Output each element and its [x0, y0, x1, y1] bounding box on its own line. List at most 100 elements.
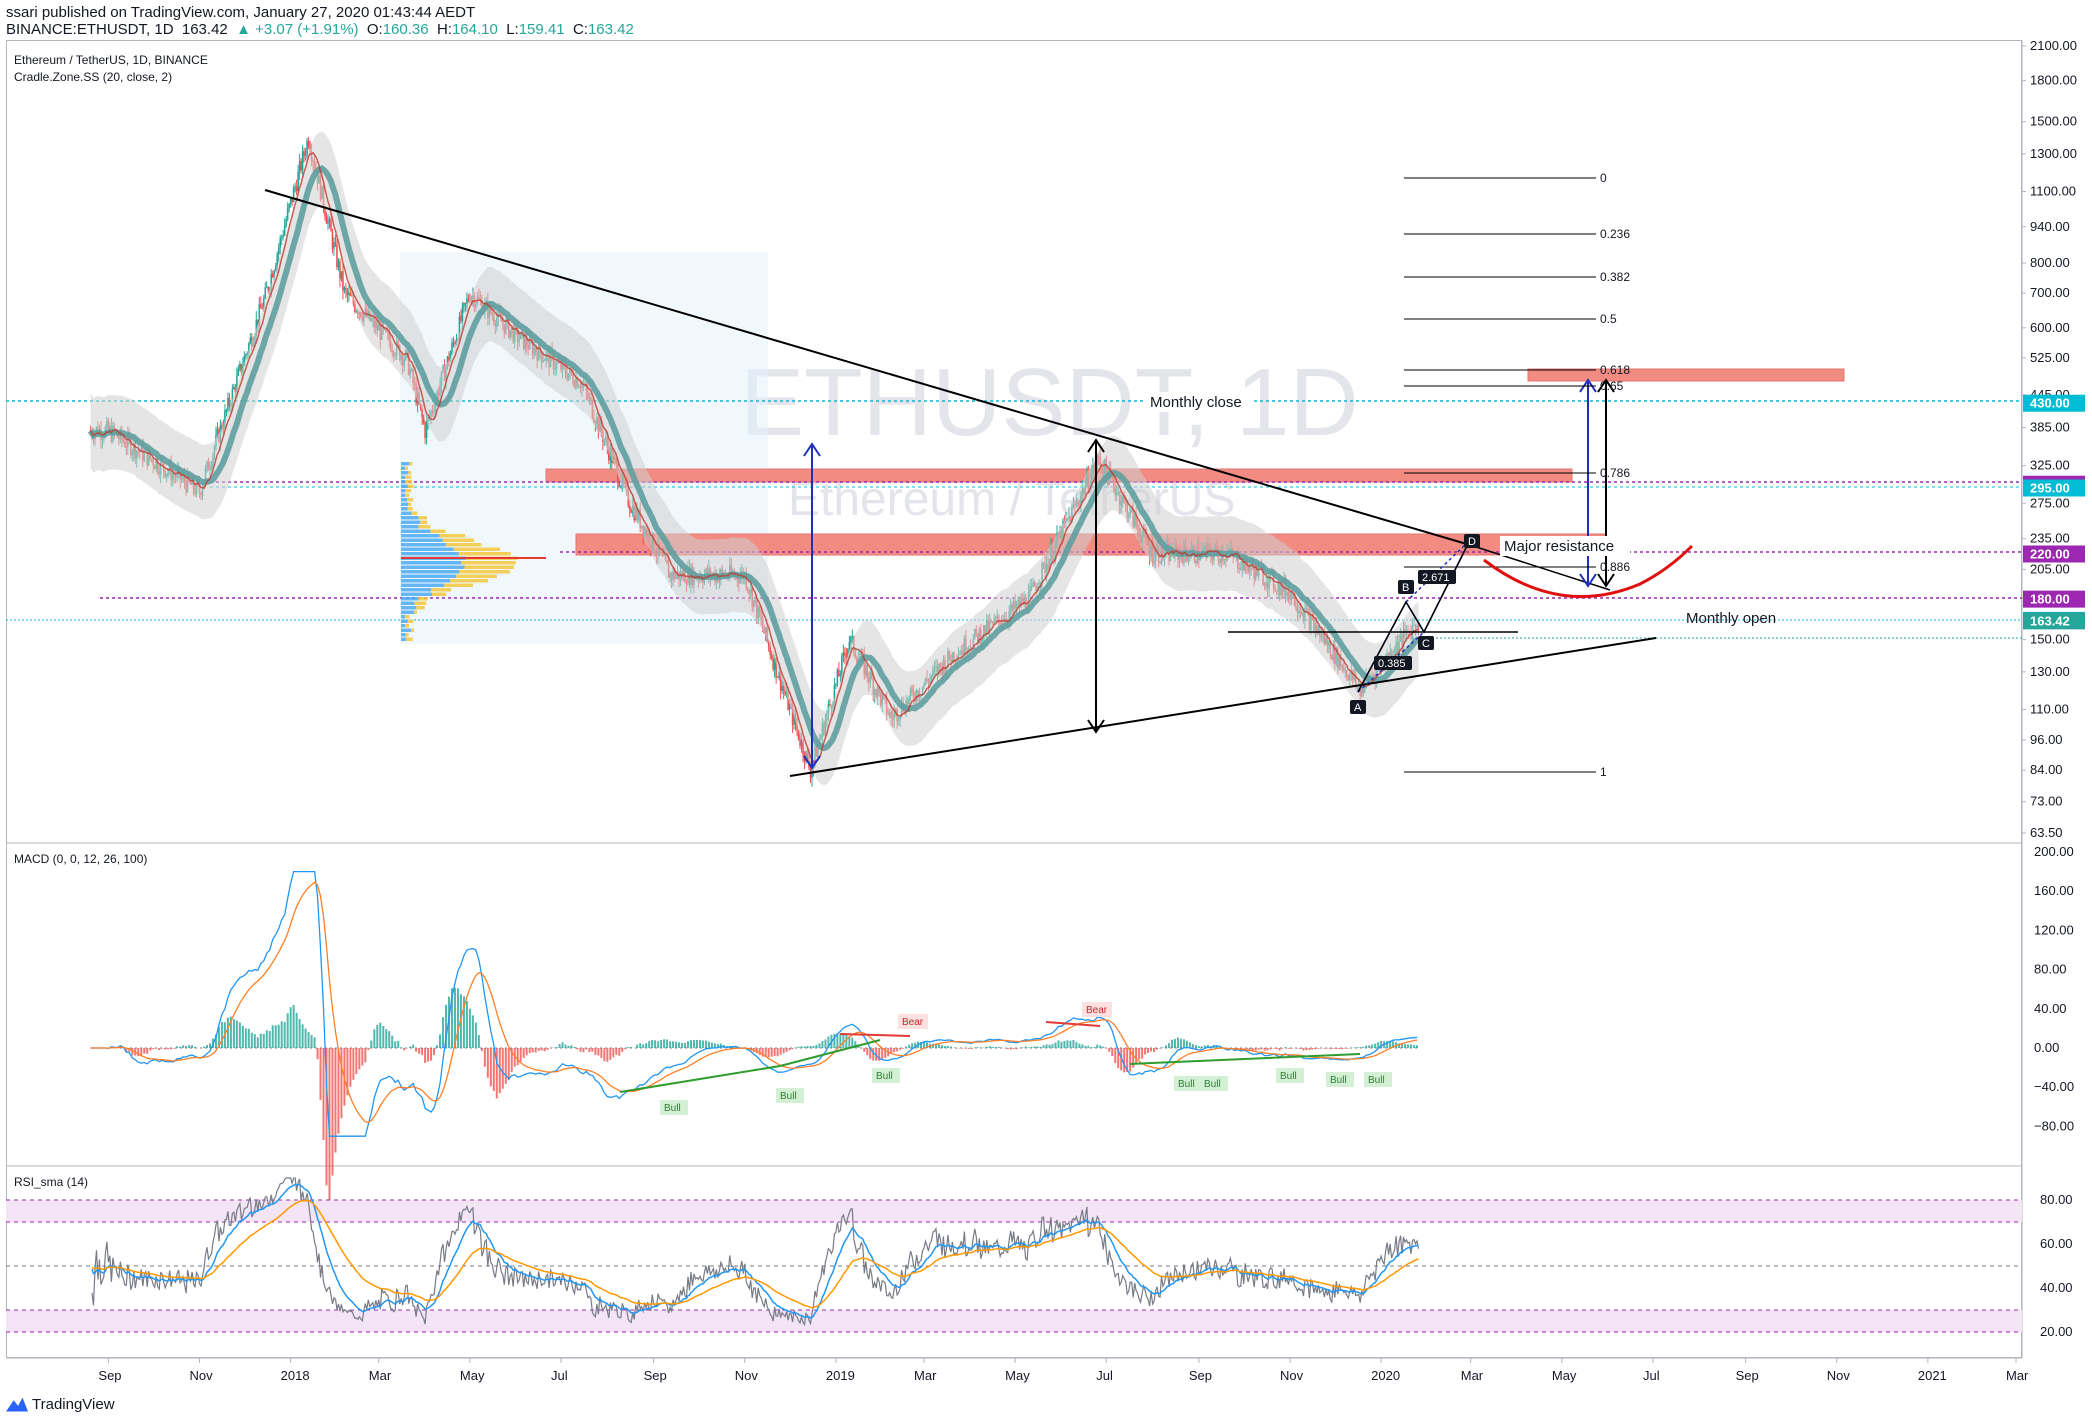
bull-label-bg	[1200, 1076, 1228, 1091]
annotation-monthly-close: Monthly close	[1150, 394, 1242, 411]
bull-label-bg	[660, 1100, 688, 1115]
macd-hist-bar	[1412, 1045, 1415, 1048]
last-price: 163.42	[181, 21, 228, 38]
macd-hist-bar	[1168, 1043, 1171, 1048]
macd-hist-bar	[692, 1040, 695, 1048]
macd-hist-bar	[367, 1048, 370, 1050]
macd-hist-bar	[800, 1046, 803, 1048]
macd-hist-bar	[519, 1048, 522, 1062]
rsi-tick: 60.00	[2040, 1236, 2073, 1251]
candle-body	[448, 356, 450, 362]
macd-hist-bar	[214, 1034, 217, 1048]
macd-hist-bar	[465, 1001, 468, 1048]
fib-labels: 0 0.236 0.382 0.5 0.618 0.65 0.786 0.886…	[1600, 171, 1630, 779]
fast-ma-line	[89, 151, 1419, 764]
high-value: 164.10	[451, 21, 498, 38]
macd-hist-bar	[612, 1048, 615, 1058]
macd-hist-bar	[1129, 1048, 1132, 1072]
macd-hist-bar	[707, 1041, 710, 1048]
vp-bar-down	[461, 561, 516, 565]
candle-body	[355, 311, 358, 313]
price-tick: 1100.00	[2030, 183, 2076, 198]
macd-hist-bar	[450, 988, 453, 1048]
macd-hist-bar	[1215, 1045, 1218, 1048]
macd-hist-bar	[489, 1048, 492, 1087]
vp-bar-up	[401, 507, 408, 511]
candle-body	[779, 671, 782, 691]
macd-hist-bar	[896, 1048, 899, 1052]
tradingview-icon	[6, 1397, 28, 1412]
macd-hist-bar	[453, 987, 456, 1048]
macd-hist-bar	[265, 1030, 268, 1048]
price-label-bg	[2023, 394, 2085, 412]
candle-body	[331, 231, 334, 249]
fib-label-05: 0.5	[1600, 312, 1617, 326]
macd-hist-bar	[167, 1048, 170, 1050]
candle-body	[343, 287, 346, 291]
macd-hist-bar	[1371, 1044, 1374, 1048]
macd-hist-bar	[615, 1048, 618, 1055]
macd-hist-bar	[806, 1045, 809, 1048]
macd-hist-bar	[582, 1048, 585, 1053]
time-tick: Nov	[190, 1368, 214, 1383]
candle-body	[295, 186, 298, 192]
bull-label: Bull	[1368, 1075, 1385, 1086]
candle-body	[791, 705, 794, 725]
macd-hist-bar	[716, 1044, 719, 1048]
macd-hist-bar	[1362, 1046, 1365, 1048]
time-tick: Sep	[1189, 1368, 1212, 1383]
macd-hist-bar	[307, 1032, 310, 1048]
vp-bar-down	[405, 624, 410, 628]
macd-hist-bar	[923, 1041, 926, 1048]
vp-bar-up	[401, 525, 419, 529]
time-axis: Sep Nov 2018 Mar May Jul Sep Nov 2019 Mar May Jul Se…	[98, 1358, 2029, 1383]
macd-hist-bar	[304, 1028, 307, 1048]
candle-body	[270, 273, 273, 290]
macd-hist-bar	[1015, 1048, 1018, 1050]
candle-body	[839, 674, 842, 677]
macd-hist-bar	[1111, 1048, 1114, 1057]
candle-body	[422, 417, 425, 424]
vp-bar-down	[411, 511, 418, 515]
price-label-bg	[2023, 479, 2085, 497]
macd-hist-bar	[1251, 1048, 1254, 1052]
macd-hist-bar	[893, 1048, 896, 1053]
macd-hist-bar	[128, 1048, 131, 1052]
macd-hist-bar	[164, 1048, 167, 1050]
vp-bar-down	[459, 570, 510, 574]
macd-hist-bar	[337, 1048, 340, 1134]
macd-hist-bar	[385, 1029, 388, 1048]
macd-hist-bar	[1075, 1042, 1078, 1048]
price-axis-labels: 430.00300.00295.00220.00180.00163.77163.…	[2023, 394, 2085, 630]
candle-body	[282, 235, 284, 237]
macd-histogram	[107, 987, 1418, 1204]
candle-body	[458, 316, 461, 340]
macd-hist-bar	[1006, 1048, 1009, 1050]
macd-hist-bar	[630, 1046, 633, 1048]
tradingview-brand[interactable]: TradingView	[6, 1396, 115, 1413]
candle-body	[348, 292, 350, 296]
vp-bar-up	[401, 561, 462, 565]
candle-body	[255, 319, 258, 336]
macd-hist-bar	[1170, 1039, 1173, 1048]
macd-hist-bar	[361, 1048, 364, 1066]
macd-hist-bar	[1415, 1045, 1418, 1048]
macd-hist-bar	[400, 1047, 403, 1048]
candle-body	[619, 486, 622, 488]
macd-hist-bar	[462, 996, 465, 1048]
macd-hist-bar	[1269, 1048, 1272, 1050]
price-tick: 800.00	[2030, 255, 2070, 270]
candle-body	[345, 287, 347, 291]
macd-hist-bar	[1048, 1044, 1051, 1048]
macd-hist-bar	[424, 1048, 427, 1063]
macd-hist-bar	[1254, 1048, 1257, 1051]
macd-hist-bar	[1239, 1048, 1242, 1050]
macd-hist-bar	[636, 1044, 639, 1048]
vp-bar-down	[407, 507, 413, 511]
macd-hist-bar	[418, 1048, 421, 1054]
macd-hist-bar	[170, 1048, 173, 1050]
macd-hist-bar	[585, 1048, 588, 1050]
macd-hist-bar	[967, 1048, 970, 1049]
macd-hist-bar	[964, 1048, 967, 1049]
